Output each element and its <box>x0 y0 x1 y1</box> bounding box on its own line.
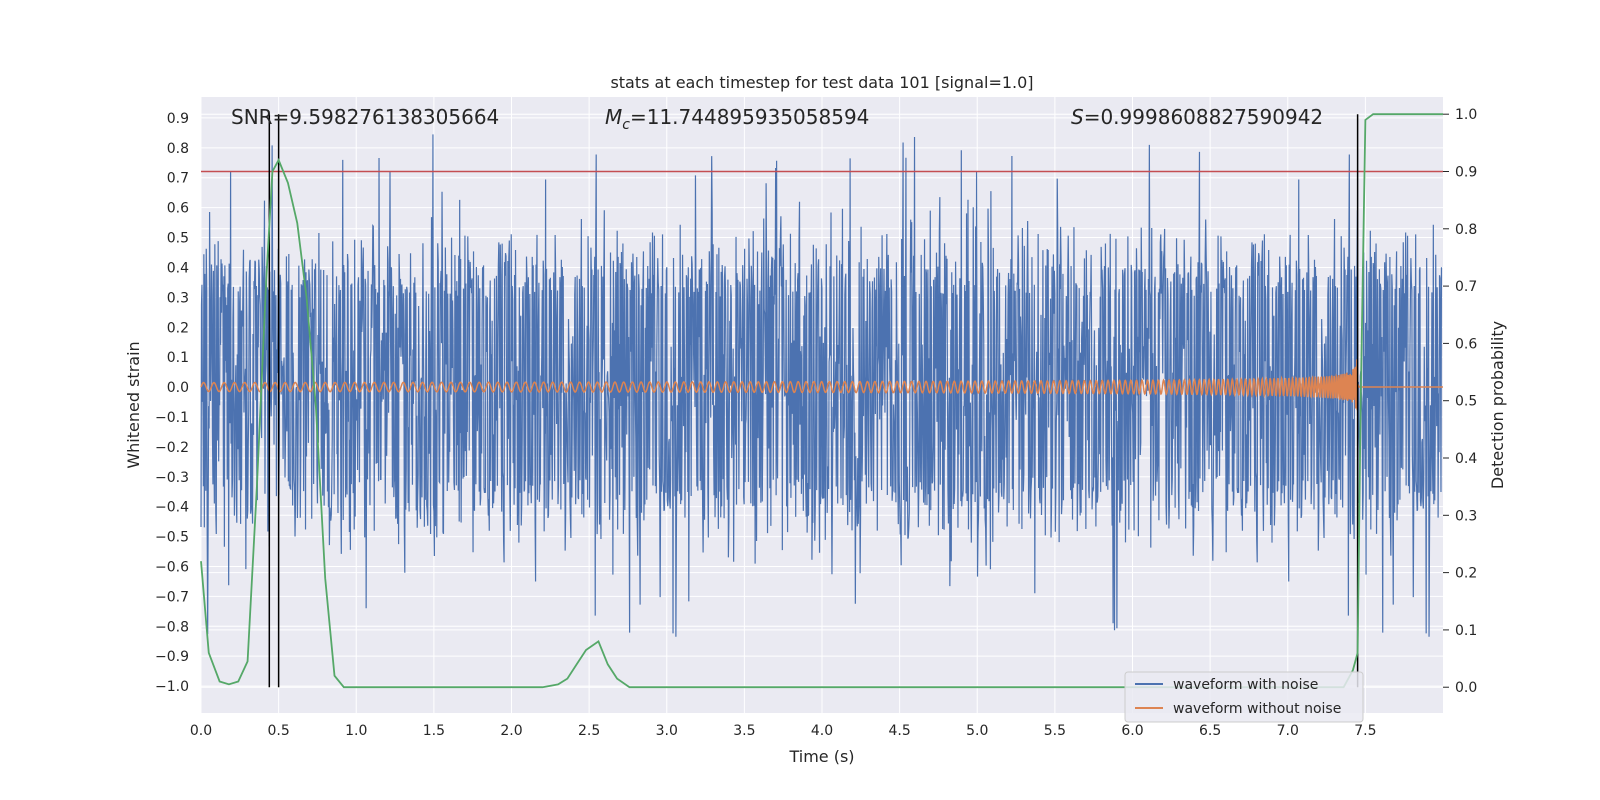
y-axis-label-right: Detection probability <box>1488 321 1507 489</box>
x-tick-label: 6.0 <box>1121 723 1143 739</box>
legend-box <box>1124 671 1364 723</box>
y-right-tick-label: 0.0 <box>1455 680 1477 696</box>
y-left-tick-label: 0.6 <box>167 201 189 217</box>
x-tick-label: 7.0 <box>1277 723 1299 739</box>
waveform-without-noise-series <box>200 359 1443 411</box>
x-tick-label: 7.5 <box>1354 723 1376 739</box>
snr-annotation: SNR=9.598276138305664 <box>231 105 499 129</box>
y-left-tick-label: −0.8 <box>155 619 189 635</box>
y-left-tick-label: 0.4 <box>167 260 189 276</box>
y-left-tick-label: −0.2 <box>155 440 189 456</box>
y-right-tick-label: 0.6 <box>1455 336 1477 352</box>
chart-title: stats at each timestep for test data 101… <box>610 73 1033 92</box>
y-right-tick-label: 0.4 <box>1455 451 1477 467</box>
y-left-tick-label: −0.1 <box>155 410 189 426</box>
y-right-tick-label: 0.2 <box>1455 566 1477 582</box>
ticks: 0.0 0.5 1.0 1.5 2.0 2.5 3.0 3.5 4.0 4.5 5.0 5.5 6.0 6… <box>155 107 1477 739</box>
mc-annotation: Mc=11.744895935058594 <box>605 105 869 133</box>
y-right-tick-label: 0.5 <box>1455 394 1477 410</box>
y-left-tick-label: 0.5 <box>167 231 189 247</box>
y-left-tick-label: 0.1 <box>167 350 189 366</box>
y-left-tick-label: −1.0 <box>155 679 189 695</box>
s-value: =0.9998608827590942 <box>1084 105 1323 129</box>
mc-subscript: c <box>622 117 630 133</box>
x-tick-label: 3.0 <box>656 723 678 739</box>
x-tick-label: 2.0 <box>500 723 522 739</box>
x-tick-label: 6.5 <box>1199 723 1221 739</box>
x-tick-label: 0.5 <box>267 723 289 739</box>
y-right-tick-label: 0.9 <box>1455 164 1477 180</box>
y-right-tick-label: 0.7 <box>1455 279 1477 295</box>
x-tick-label: 3.5 <box>733 723 755 739</box>
mc-symbol: M <box>605 105 622 129</box>
x-tick-label: 2.5 <box>578 723 600 739</box>
x-axis-label: Time (s) <box>788 747 854 766</box>
y-left-tick-label: −0.6 <box>155 559 189 575</box>
x-tick-label: 4.5 <box>888 723 910 739</box>
y-left-tick-label: 0.9 <box>167 111 189 127</box>
y-left-tick-label: −0.7 <box>155 589 189 605</box>
legend-label-clean: waveform without noise <box>1173 701 1341 717</box>
y-left-tick-label: 0.0 <box>167 380 189 396</box>
y-right-tick-label: 0.8 <box>1455 222 1477 238</box>
y-left-tick-label: −0.5 <box>155 530 189 546</box>
x-tick-label: 5.0 <box>966 723 988 739</box>
y-axis-label-left: Whitened strain <box>124 341 143 468</box>
waveform-with-noise-series <box>200 134 1443 637</box>
legend: waveform with noise waveform without noi… <box>1124 671 1364 723</box>
y-right-tick-label: 0.1 <box>1455 623 1477 639</box>
y-right-tick-label: 0.3 <box>1455 508 1477 524</box>
x-tick-label: 0.0 <box>190 723 212 739</box>
y-left-tick-label: 0.2 <box>167 320 189 336</box>
x-tick-label: 4.0 <box>811 723 833 739</box>
y-left-tick-label: −0.9 <box>155 649 189 665</box>
x-tick-label: 1.5 <box>423 723 445 739</box>
y-left-tick-label: −0.3 <box>155 470 189 486</box>
x-tick-label: 5.5 <box>1044 723 1066 739</box>
legend-label-noise: waveform with noise <box>1173 677 1318 693</box>
clean-waveform-line <box>200 359 1443 411</box>
s-symbol: S <box>1071 105 1084 129</box>
y-left-tick-label: 0.7 <box>167 171 189 187</box>
y-left-tick-label: 0.8 <box>167 141 189 157</box>
x-tick-label: 1.0 <box>345 723 367 739</box>
y-left-tick-label: −0.4 <box>155 500 189 516</box>
noise-waveform-line <box>200 134 1443 637</box>
mc-value: =11.744895935058594 <box>630 105 869 129</box>
y-left-tick-label: 0.3 <box>167 290 189 306</box>
s-annotation: S=0.9998608827590942 <box>1071 105 1323 129</box>
y-right-tick-label: 1.0 <box>1455 107 1477 123</box>
